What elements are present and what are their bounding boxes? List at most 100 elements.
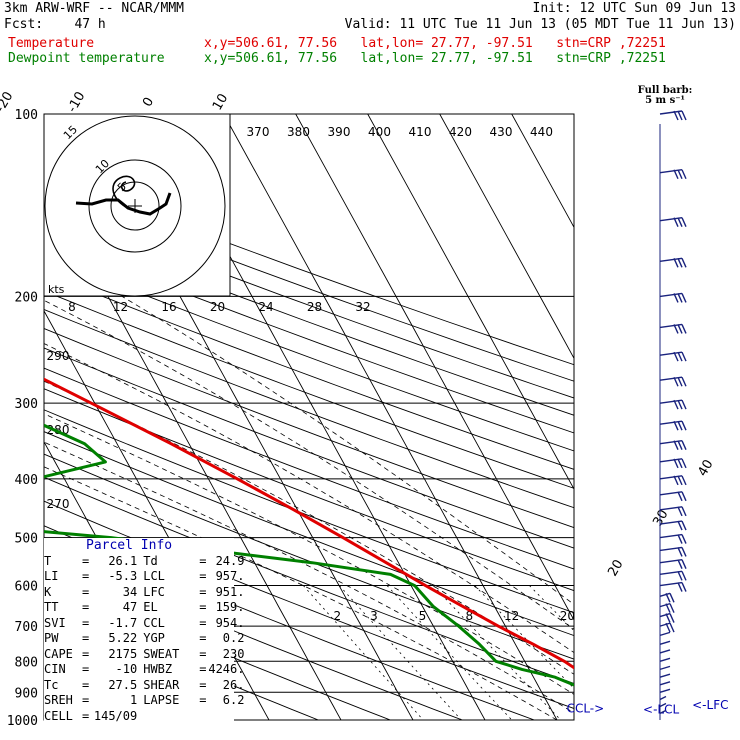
wind-barb bbox=[659, 399, 687, 410]
parcel-value-v1: 34 bbox=[122, 584, 138, 599]
parcel-value-v2: 6.2 bbox=[222, 693, 245, 707]
barb-scale-line2: 5 m s⁻¹ bbox=[645, 95, 685, 106]
wind-barb-shaft bbox=[659, 649, 671, 654]
wind-barb-feather bbox=[673, 293, 679, 303]
wind-barb bbox=[659, 673, 671, 678]
moist-adiabat-line bbox=[121, 296, 574, 605]
wind-barb-feather bbox=[665, 603, 671, 613]
parcel-key-k2: LFC bbox=[143, 584, 165, 599]
wind-barb-feather bbox=[677, 534, 683, 544]
dewpoint-profile bbox=[44, 423, 574, 687]
wind-barb-feather bbox=[677, 458, 683, 469]
equals-sign: = bbox=[82, 662, 90, 676]
mixing-ratio-line bbox=[303, 585, 424, 720]
wind-barb-feather bbox=[677, 475, 683, 486]
equals-sign: = bbox=[199, 662, 207, 676]
wind-barb-feather bbox=[681, 491, 687, 502]
equals-sign: = bbox=[199, 646, 207, 661]
mixing-ratio-label: 5 bbox=[419, 609, 427, 623]
theta-tick-label: 430 bbox=[490, 125, 513, 139]
wind-barb bbox=[659, 257, 687, 268]
wind-barb bbox=[659, 217, 687, 227]
valid-time: Valid: 11 UTC Tue 11 Jun 13 (05 MDT Tue … bbox=[344, 17, 736, 32]
wind-barb bbox=[659, 688, 671, 693]
equals-sign: = bbox=[199, 693, 207, 707]
wind-barb-feather bbox=[673, 440, 679, 450]
forecast-hour: Fcst: 47 h bbox=[4, 17, 106, 32]
wind-barb-feather bbox=[681, 534, 687, 544]
parcel-value-v2: 159. bbox=[215, 600, 245, 614]
mixing-ratio-label: 3 bbox=[370, 609, 378, 623]
parcel-info-row: T = 26.1 Td = 24.9 bbox=[44, 554, 244, 570]
hodograph-units-label: kts bbox=[48, 283, 65, 296]
temperature-profile bbox=[44, 377, 574, 670]
wind-barb-shaft bbox=[659, 665, 671, 671]
wind-barb bbox=[659, 440, 687, 450]
lfc-marker: <-LFC bbox=[692, 698, 728, 712]
wind-barb-feather bbox=[677, 324, 683, 334]
wind-barb-shaft bbox=[659, 702, 667, 708]
wind-barb bbox=[659, 520, 687, 531]
wind-barb-shaft bbox=[659, 612, 671, 618]
wind-barb bbox=[659, 351, 687, 362]
wind-barb-shaft bbox=[659, 695, 667, 701]
wind-barb-feather bbox=[681, 582, 687, 592]
wind-barb bbox=[659, 420, 687, 431]
wind-barb-feather bbox=[677, 571, 683, 581]
model-title: 3km ARW-WRF -- NCAR/MMM bbox=[4, 1, 185, 16]
parcel-key-k2: CCL bbox=[143, 615, 165, 630]
dry-adiabat-line bbox=[44, 347, 574, 549]
wind-barb bbox=[659, 533, 687, 544]
pressure-tick-label: 700 bbox=[15, 620, 38, 635]
pressure-tick-label: 500 bbox=[15, 532, 38, 547]
wind-barb-feather bbox=[681, 506, 687, 517]
hodograph-scale-label: 8 bbox=[68, 300, 76, 314]
isotherm-line bbox=[367, 114, 574, 491]
wind-barb bbox=[659, 323, 687, 334]
parcel-value-v1: 47 bbox=[122, 600, 138, 614]
mixing-ratio-label: 20 bbox=[560, 609, 575, 623]
parcel-info-row: PW = 5.22 YGP = 0.2 bbox=[44, 631, 244, 647]
temperature-location: x,y=506.61, 77.56 lat,lon= 27.77, -97.51… bbox=[204, 36, 666, 51]
theta-tick-label: 380 bbox=[287, 125, 310, 139]
hodograph-scale-label: 24 bbox=[258, 300, 273, 314]
parcel-info-row: CAPE = 2175 SWEAT = 230 bbox=[44, 646, 244, 663]
parcel-key-k1: TT bbox=[44, 600, 59, 614]
hodograph-ring bbox=[44, 115, 226, 297]
parcel-value-v2: 957. bbox=[215, 569, 245, 583]
wind-barb bbox=[659, 546, 687, 557]
wind-barb-shaft bbox=[659, 602, 671, 608]
barb-scale-line1: Full barb: bbox=[637, 85, 693, 96]
theta-tick-label: 420 bbox=[449, 125, 472, 139]
parcel-key-k1: PW bbox=[44, 631, 59, 645]
wind-barb-feather bbox=[681, 420, 687, 431]
parcel-info-row: K = 34 LFC = 951. bbox=[44, 584, 244, 601]
isotherm-tick-label: -10 bbox=[65, 89, 89, 115]
wind-barb-feather bbox=[681, 458, 687, 469]
dry-adiabat-line bbox=[44, 388, 574, 592]
pressure-tick-label: 200 bbox=[15, 290, 38, 305]
dry-adiabat-line bbox=[44, 220, 574, 416]
wind-barb-feather bbox=[681, 169, 687, 180]
mixing-ratio-label: 12 bbox=[504, 609, 519, 623]
wind-barb-feather bbox=[677, 217, 683, 227]
temperature-legend-label: Temperature bbox=[8, 36, 95, 51]
wind-barb bbox=[659, 475, 687, 486]
wind-barb-shaft bbox=[659, 657, 671, 662]
parcel-key-k2: SHEAR bbox=[143, 677, 180, 692]
wind-barb bbox=[659, 657, 671, 662]
wind-barb-feather bbox=[673, 257, 679, 268]
wind-barb-shaft bbox=[659, 673, 671, 678]
wind-barb-feather bbox=[673, 399, 679, 410]
parcel-key-k1: SVI bbox=[44, 615, 66, 630]
wind-barb bbox=[659, 292, 687, 303]
wind-barb bbox=[659, 602, 675, 613]
dry-adiabat-line bbox=[44, 308, 574, 509]
pressure-tick-label: 900 bbox=[15, 686, 38, 701]
wind-barb-feather bbox=[677, 520, 683, 531]
parcel-key-k2: HWBZ bbox=[143, 662, 173, 676]
wind-barb-feather bbox=[681, 475, 687, 486]
hodograph-scale-label: 16 bbox=[161, 300, 176, 314]
parcel-info-row: SVI = -1.7 CCL = 954. bbox=[44, 615, 244, 632]
equals-sign: = bbox=[199, 569, 207, 583]
